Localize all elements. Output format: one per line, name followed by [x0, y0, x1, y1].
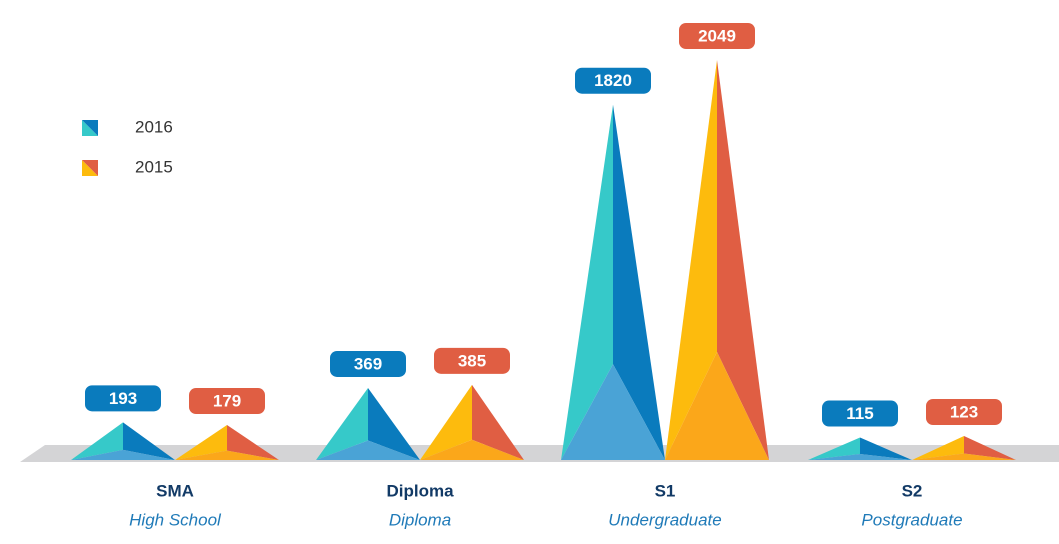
category-description: Diploma — [389, 510, 451, 529]
value-label: 115 — [846, 404, 873, 423]
value-label: 179 — [213, 392, 241, 411]
value-label: 2049 — [698, 26, 736, 45]
pyramid-right-face — [472, 384, 524, 460]
pyramid-bottom-face — [912, 453, 1016, 460]
category-label: SMA — [156, 481, 194, 500]
pyramid-left-face — [808, 437, 860, 460]
value-label: 193 — [109, 389, 137, 408]
category-label: S1 — [655, 481, 676, 500]
pyramid — [316, 387, 420, 460]
pyramid-bottom-face — [808, 453, 912, 460]
value-label: 123 — [950, 402, 978, 421]
value-label: 1820 — [594, 71, 632, 90]
pyramid — [808, 437, 912, 460]
category-description: Undergraduate — [608, 510, 721, 529]
value-label: 369 — [354, 354, 382, 373]
pyramid — [912, 435, 1016, 460]
pyramid-left-face — [71, 422, 123, 460]
pyramid-bottom-face — [665, 352, 769, 460]
pyramid-bottom-face — [175, 450, 279, 460]
category-label: Diploma — [386, 481, 454, 500]
pyramid — [420, 384, 524, 460]
pyramid-right-face — [227, 425, 279, 460]
platform — [20, 445, 1059, 462]
legend-text: 2015 — [135, 157, 173, 176]
pyramid-left-face — [665, 60, 717, 460]
pyramid-bottom-face — [561, 364, 665, 460]
pyramid — [561, 104, 665, 460]
value-badge — [822, 400, 898, 427]
pyramid-right-face — [123, 422, 175, 460]
pyramid-left-face — [912, 435, 964, 460]
pyramid-left-face — [316, 387, 368, 460]
value-badge — [926, 398, 1002, 425]
pyramid — [175, 425, 279, 460]
pyramid-right-face — [368, 387, 420, 460]
value-label: 385 — [458, 351, 486, 370]
pyramid-right-face — [613, 104, 665, 460]
pyramid-left-face — [420, 384, 472, 460]
value-badge — [434, 347, 510, 374]
pyramid-bottom-face — [420, 439, 524, 460]
pyramid-left-face — [175, 425, 227, 460]
pyramid-bottom-face — [316, 440, 420, 460]
pyramid-right-face — [860, 437, 912, 460]
value-badge — [679, 23, 755, 49]
legend-swatch — [82, 160, 98, 176]
value-badge — [189, 388, 265, 415]
pyramid — [71, 422, 175, 460]
value-badge — [575, 67, 651, 94]
pyramid-right-face — [717, 60, 769, 460]
category-description: High School — [129, 510, 222, 529]
value-badge — [330, 350, 406, 377]
legend-text: 2016 — [135, 117, 173, 136]
pyramid-bottom-face — [71, 449, 175, 460]
pyramid-right-face — [964, 435, 1016, 460]
category-label: S2 — [902, 481, 923, 500]
pyramid-left-face — [561, 104, 613, 460]
value-badge — [85, 385, 161, 412]
pyramid — [665, 60, 769, 460]
category-description: Postgraduate — [861, 510, 962, 529]
legend-swatch — [82, 120, 98, 136]
